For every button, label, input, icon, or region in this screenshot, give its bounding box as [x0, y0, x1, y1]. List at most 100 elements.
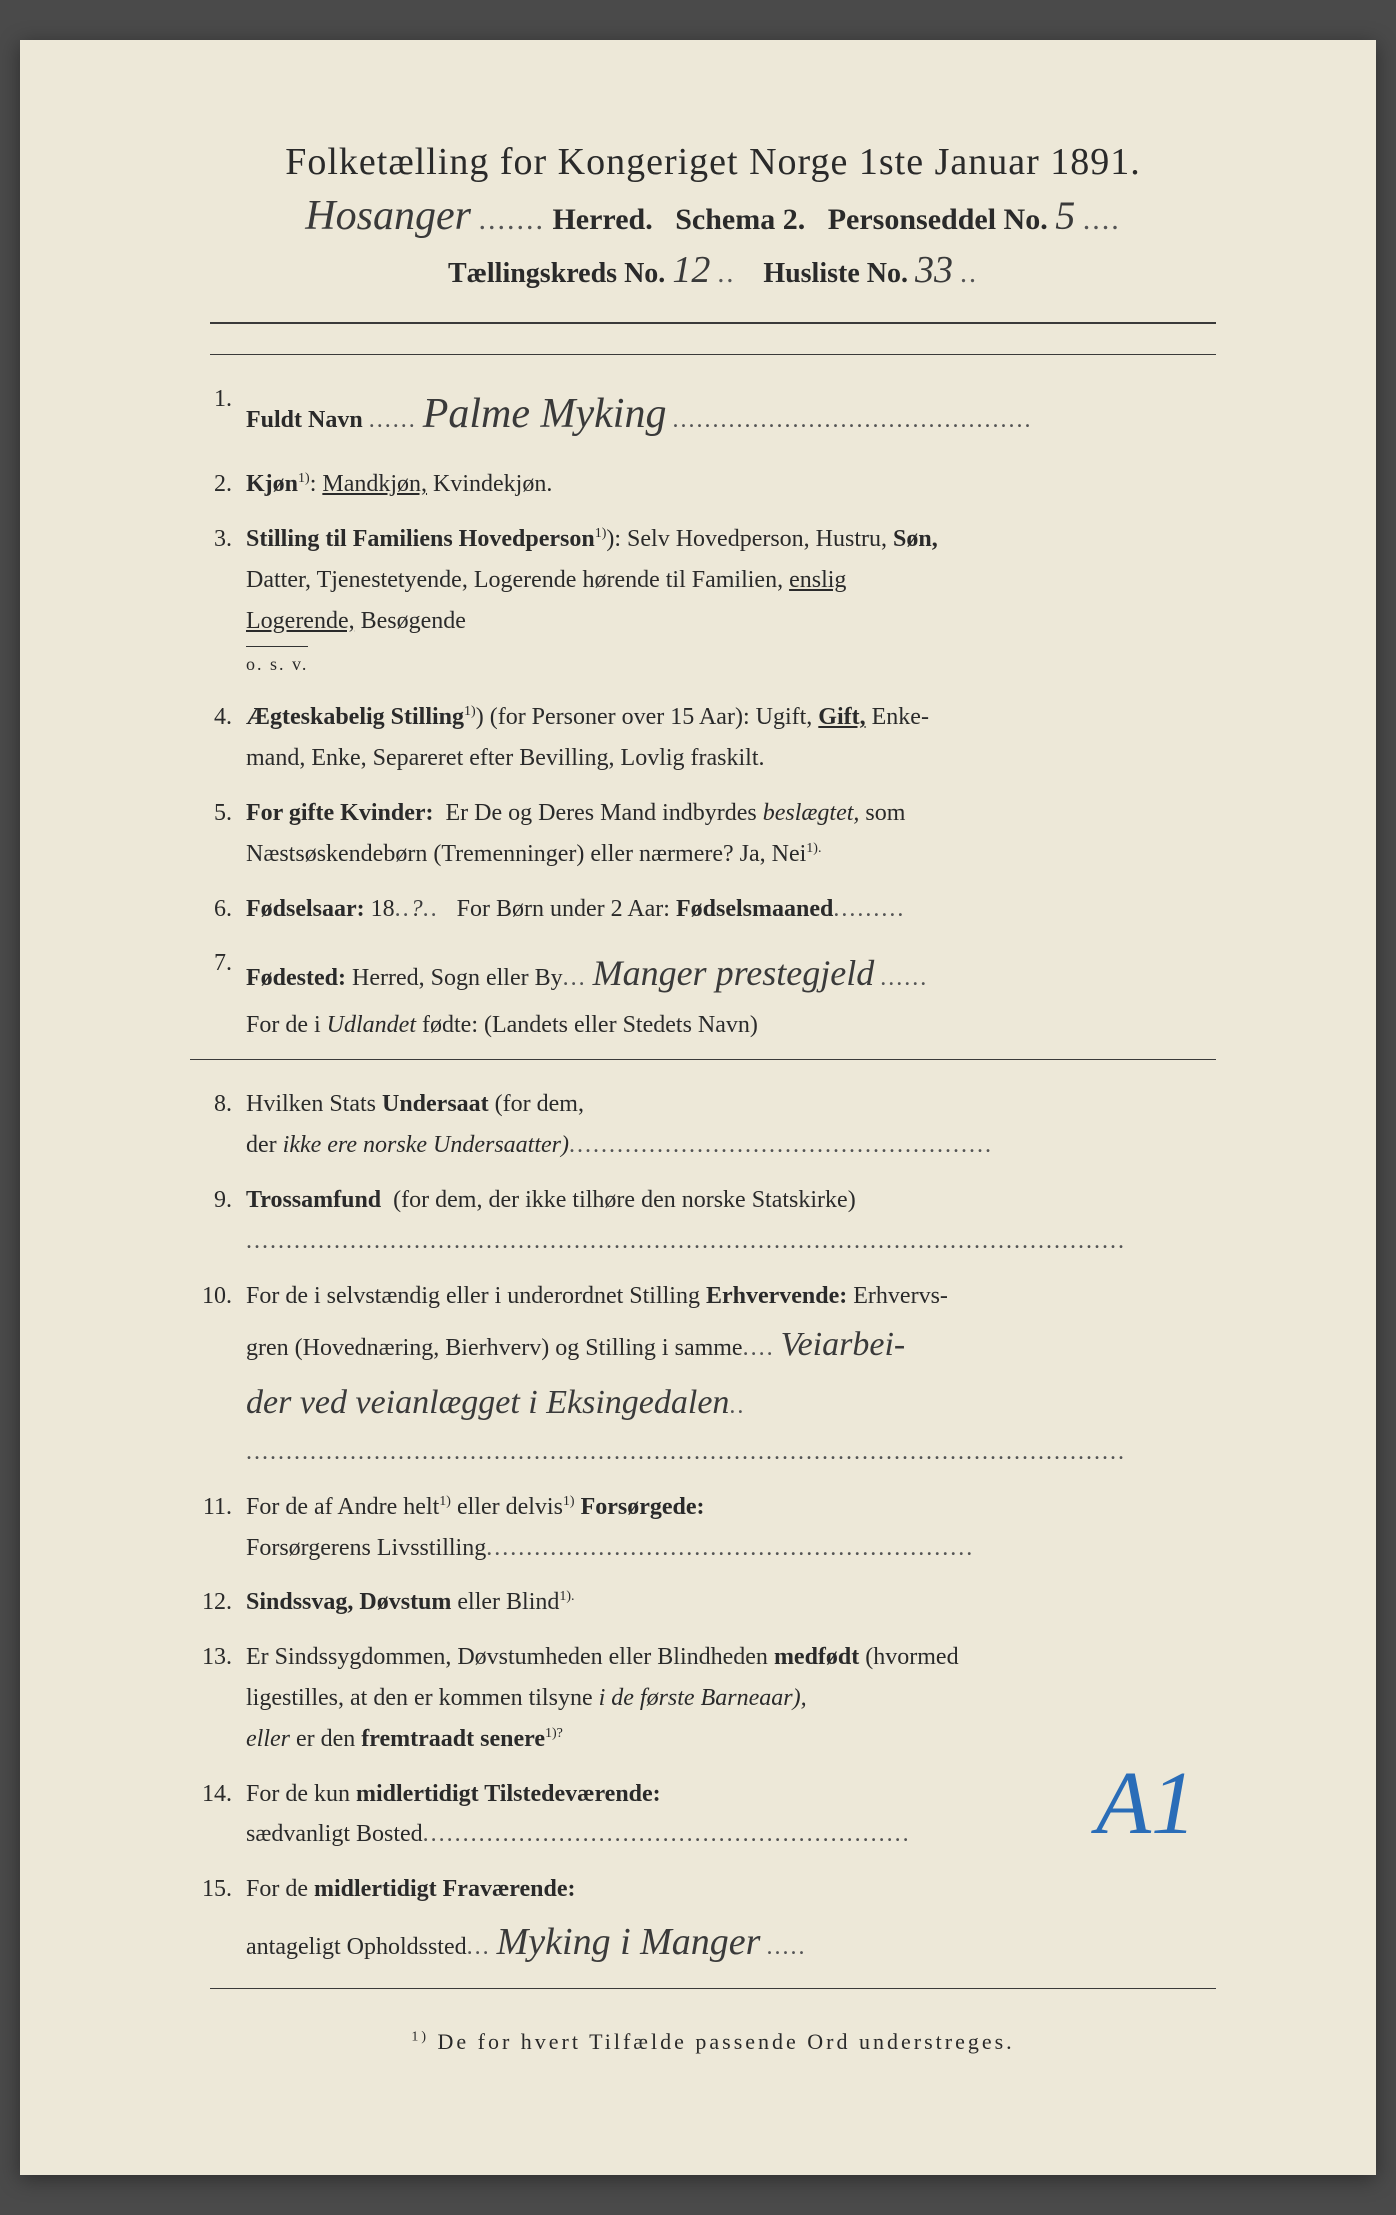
herred-label: Herred.: [552, 203, 652, 236]
q1-hw: Palme Myking: [423, 379, 667, 450]
q3-line2: Datter, Tjenestetyende, Logerende hørend…: [246, 567, 783, 593]
q13-bold: medfødt: [774, 1644, 859, 1670]
dots: ......: [369, 400, 417, 441]
q15-text1: For de: [246, 1876, 308, 1902]
q8-row: 8. Hvilken Stats Undersaat (for dem, der…: [190, 1084, 1216, 1166]
q11-text1: For de af Andre helt: [246, 1494, 439, 1520]
q7-line2i: Udlandet: [327, 1012, 416, 1038]
q12-row: 12. Sindssvag, Døvstum eller Blind1).: [190, 1582, 1216, 1623]
dots: ..: [717, 258, 735, 290]
q13-sup: 1)?: [545, 1726, 563, 1741]
header-title: Folketælling for Kongeriget Norge 1ste J…: [170, 140, 1256, 184]
q3-logerende: Logerende,: [246, 608, 355, 634]
dots: ........................................…: [246, 1432, 1126, 1473]
q6-text2: For Børn under 2 Aar:: [457, 896, 670, 922]
q9-content: Trossamfund (for dem, der ikke tilhøre d…: [246, 1180, 1216, 1262]
q2-row: 2. Kjøn1): Mandkjøn, Kvindekjøn.: [190, 464, 1216, 505]
q9-text: (for dem, der ikke tilhøre den norske St…: [393, 1187, 856, 1213]
q11-content: For de af Andre helt1) eller delvis1) Fo…: [246, 1487, 1216, 1569]
header-line3: Tællingskreds No. 12 .. Husliste No. 33 …: [170, 248, 1256, 292]
dots: ..: [423, 889, 439, 930]
q4-paren: (for Personer over 15 Aar):: [490, 704, 750, 730]
q9-num: 9.: [190, 1180, 246, 1262]
q6-content: Fødselsaar: 18..?.. For Børn under 2 Aar…: [246, 889, 1216, 930]
divider-top-2: [210, 354, 1216, 355]
q4-row: 4. Ægteskabelig Stilling1)) (for Persone…: [190, 697, 1216, 779]
q5-row: 5. For gifte Kvinder: Er De og Deres Man…: [190, 793, 1216, 875]
taellingskreds-hw: 12: [672, 248, 710, 292]
q8-line2a: der: [246, 1132, 277, 1158]
q15-content: For de midlertidigt Fraværende: antageli…: [246, 1869, 1216, 1974]
dots: ........................................…: [486, 1528, 974, 1569]
q10-line2: gren (Hovednæring, Bierhverv) og Stillin…: [246, 1335, 743, 1361]
divider-mid: [190, 1059, 1216, 1060]
q15-row: 15. For de midlertidigt Fraværende: anta…: [190, 1869, 1216, 1974]
q6-row: 6. Fødselsaar: 18..?.. For Børn under 2 …: [190, 889, 1216, 930]
dots: ..: [960, 258, 978, 290]
dots: ........................................…: [246, 1221, 1126, 1262]
personseddel-hw: 5: [1055, 192, 1075, 239]
q7-num: 7.: [190, 943, 246, 1045]
q14-line2: sædvanligt Bosted: [246, 1821, 423, 1847]
dots: ...: [563, 958, 587, 999]
q6-hw: ?: [411, 889, 423, 930]
q14-text1: For de kun: [246, 1781, 350, 1807]
dots: ........................................…: [569, 1125, 993, 1166]
footnote: 1) De for hvert Tilfælde passende Ord un…: [170, 2029, 1256, 2055]
q6-y18: 18: [371, 896, 395, 922]
q13-line3a: er den: [296, 1726, 355, 1752]
q5-num: 5.: [190, 793, 246, 875]
q2-opt1: Mandkjøn,: [322, 471, 427, 497]
q11-sup2: 1): [563, 1494, 575, 1509]
q4-num: 4.: [190, 697, 246, 779]
q5-label: For gifte Kvinder:: [246, 800, 434, 826]
footnote-text: De for hvert Tilfælde passende Ord under…: [437, 2029, 1014, 2054]
q9-bold: Trossamfund: [246, 1187, 381, 1213]
q5-ital: beslægtet,: [763, 800, 860, 826]
q3-num: 3.: [190, 519, 246, 683]
q10-hw1: Veiarbei-: [781, 1316, 906, 1374]
q10-num: 10.: [190, 1276, 246, 1473]
q1-content: Fuldt Navn ...... Palme Myking .........…: [246, 379, 1216, 450]
q6-label: Fødselsaar:: [246, 896, 365, 922]
q3-content: Stilling til Familiens Hovedperson1)): S…: [246, 519, 1216, 683]
q14-row: 14. For de kun midlertidigt Tilstedevære…: [190, 1774, 1216, 1856]
q15-bold: midlertidigt Fraværende:: [314, 1876, 576, 1902]
q7-label: Fødested:: [246, 965, 346, 991]
q11-text2: eller delvis: [457, 1494, 563, 1520]
q4-opts1: Ugift,: [756, 704, 813, 730]
dots: ....: [1083, 203, 1121, 237]
divider-top-1: [210, 322, 1216, 324]
q13-row: 13. Er Sindssygdommen, Døvstumheden elle…: [190, 1637, 1216, 1759]
q7-hw: Manger prestegjeld: [593, 943, 875, 1004]
q10-text2: Erhvervs-: [853, 1283, 948, 1309]
schema-label: Schema 2.: [675, 203, 805, 236]
q3-row: 3. Stilling til Familiens Hovedperson1))…: [190, 519, 1216, 683]
q5-sup: 1).: [806, 841, 821, 856]
q7-line2a: For de i: [246, 1012, 321, 1038]
q5-line2: Næstsøskendebørn (Tremenninger) eller næ…: [246, 841, 806, 867]
q5-text2: som: [865, 800, 905, 826]
dots: .....: [766, 1927, 806, 1968]
q3-son: Søn,: [893, 526, 938, 552]
q11-num: 11.: [190, 1487, 246, 1569]
blue-annotation: A1: [1096, 1752, 1196, 1855]
form-header: Folketælling for Kongeriget Norge 1ste J…: [170, 140, 1256, 292]
q8-line2i: ikke ere norske Undersaatter): [283, 1132, 569, 1158]
dots: ..: [395, 889, 411, 930]
dots: ......: [880, 958, 928, 999]
q9-row: 9. Trossamfund (for dem, der ikke tilhør…: [190, 1180, 1216, 1262]
q1-num: 1.: [190, 379, 246, 450]
q14-bold: midlertidigt Tilstedeværende:: [356, 1781, 661, 1807]
footnote-sup: 1): [411, 2030, 429, 2045]
q11-bold: Forsørgede:: [581, 1494, 705, 1520]
dots: ........................................…: [423, 1814, 911, 1855]
herred-handwritten: Hosanger: [305, 192, 471, 240]
q7-text1: Herred, Sogn eller By: [352, 965, 563, 991]
q12-content: Sindssvag, Døvstum eller Blind1).: [246, 1582, 1216, 1623]
census-form-paper: Folketælling for Kongeriget Norge 1ste J…: [20, 40, 1376, 2175]
q8-content: Hvilken Stats Undersaat (for dem, der ik…: [246, 1084, 1216, 1166]
q14-num: 14.: [190, 1774, 246, 1856]
q11-row: 11. For de af Andre helt1) eller delvis1…: [190, 1487, 1216, 1569]
q13-line3b: fremtraadt senere: [361, 1726, 545, 1752]
